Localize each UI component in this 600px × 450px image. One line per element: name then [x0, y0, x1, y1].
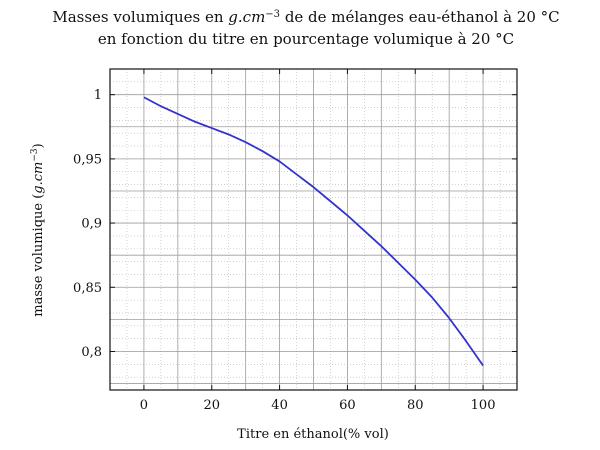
x-tick-label: 40	[271, 398, 288, 413]
y-tick-label: 0,85	[73, 281, 102, 296]
x-axis-label: Titre en éthanol(% vol)	[237, 427, 389, 442]
plot-frame	[109, 68, 518, 391]
y-axis-label: masse volumique (g.cm−3)	[30, 143, 46, 316]
x-tick-label: 60	[339, 398, 356, 413]
x-tick-label: 100	[471, 398, 496, 413]
axis-ticks	[110, 69, 517, 390]
series-line	[143, 96, 484, 367]
x-tick-labels: 0 20 40 60 80 100	[140, 398, 496, 413]
y-tick-labels: 0,8 0,85 0,9 0,95 1	[73, 88, 102, 360]
x-tick-label: 20	[203, 398, 220, 413]
series-group	[143, 96, 484, 367]
y-tick-label: 0,8	[81, 345, 102, 360]
major-grid	[109, 69, 518, 390]
y-tick-label: 1	[94, 88, 102, 103]
chart-title: Masses volumiques en g.cm−3 de de mélang…	[52, 8, 559, 48]
x-tick-label: 0	[140, 398, 148, 413]
chart-title-line-2: en fonction du titre en pourcentage volu…	[98, 30, 514, 48]
chart-title-line-1: Masses volumiques en g.cm−3 de de mélang…	[52, 8, 559, 26]
y-tick-label: 0,95	[73, 152, 102, 167]
y-tick-label: 0,9	[81, 217, 102, 232]
x-tick-label: 80	[407, 398, 424, 413]
